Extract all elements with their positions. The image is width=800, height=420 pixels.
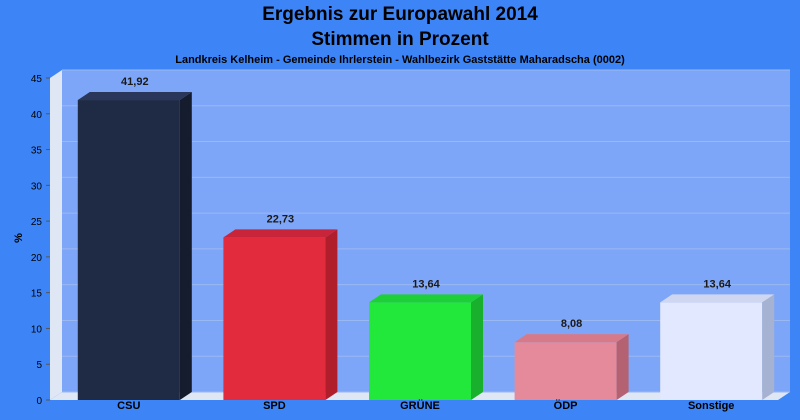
plot-left-wall: [50, 70, 62, 400]
bar-front: [660, 302, 763, 400]
chart-subtitle: Landkreis Kelheim - Gemeinde Ihrlerstein…: [175, 54, 625, 66]
bar-front: [223, 237, 326, 400]
bar-top: [223, 229, 338, 238]
chart-title-line2: Stimmen in Prozent: [311, 29, 489, 50]
y-axis-label: %: [13, 233, 25, 243]
bar-side: [762, 294, 775, 400]
bar-grüne: [369, 294, 483, 400]
bar-top: [514, 334, 629, 343]
bar-side: [471, 294, 483, 400]
bar-front: [514, 342, 617, 400]
bar-top: [77, 92, 192, 101]
x-tick-label: Sonstige: [688, 400, 734, 412]
data-label: 13,64: [703, 278, 731, 290]
y-tick-label: 45: [31, 74, 43, 85]
bar-top: [369, 294, 483, 303]
x-tick-label: SPD: [263, 400, 286, 412]
x-tick-label: ÖDP: [554, 399, 578, 412]
data-label: 8,08: [561, 318, 582, 330]
y-tick-label: 15: [31, 289, 43, 300]
y-tick-label: 5: [36, 360, 42, 371]
bar-top: [660, 294, 775, 303]
data-label: 13,64: [412, 278, 440, 290]
bar-side: [616, 334, 629, 400]
bar-spd: [223, 229, 338, 400]
bar-sonstige: [660, 294, 775, 400]
y-tick-label: 40: [31, 110, 43, 121]
y-tick-label: 10: [31, 324, 43, 335]
bar-front: [77, 100, 180, 400]
x-tick-label: CSU: [117, 400, 140, 412]
data-label: 41,92: [121, 76, 149, 88]
y-tick-label: 0: [36, 396, 42, 407]
bar-front: [369, 302, 471, 400]
labels: 41,92 CSU 22,73 SPD 13,64 GRÜNE 8,08 ÖDP 13,64 So…: [117, 76, 734, 412]
chart-title-line1: Ergebnis zur Europawahl 2014: [262, 4, 538, 25]
data-label: 22,73: [267, 213, 295, 225]
bar-side: [179, 92, 192, 400]
bar-csu: [77, 92, 192, 400]
y-tick-label: 35: [31, 146, 43, 157]
y-tick-label: 20: [31, 253, 43, 264]
bars: [77, 92, 775, 400]
x-tick-label: GRÜNE: [400, 399, 440, 412]
bar-side: [325, 229, 338, 400]
bar-ödp: [514, 334, 629, 400]
y-tick-label: 30: [31, 181, 43, 192]
y-tick-label: 25: [31, 217, 43, 228]
